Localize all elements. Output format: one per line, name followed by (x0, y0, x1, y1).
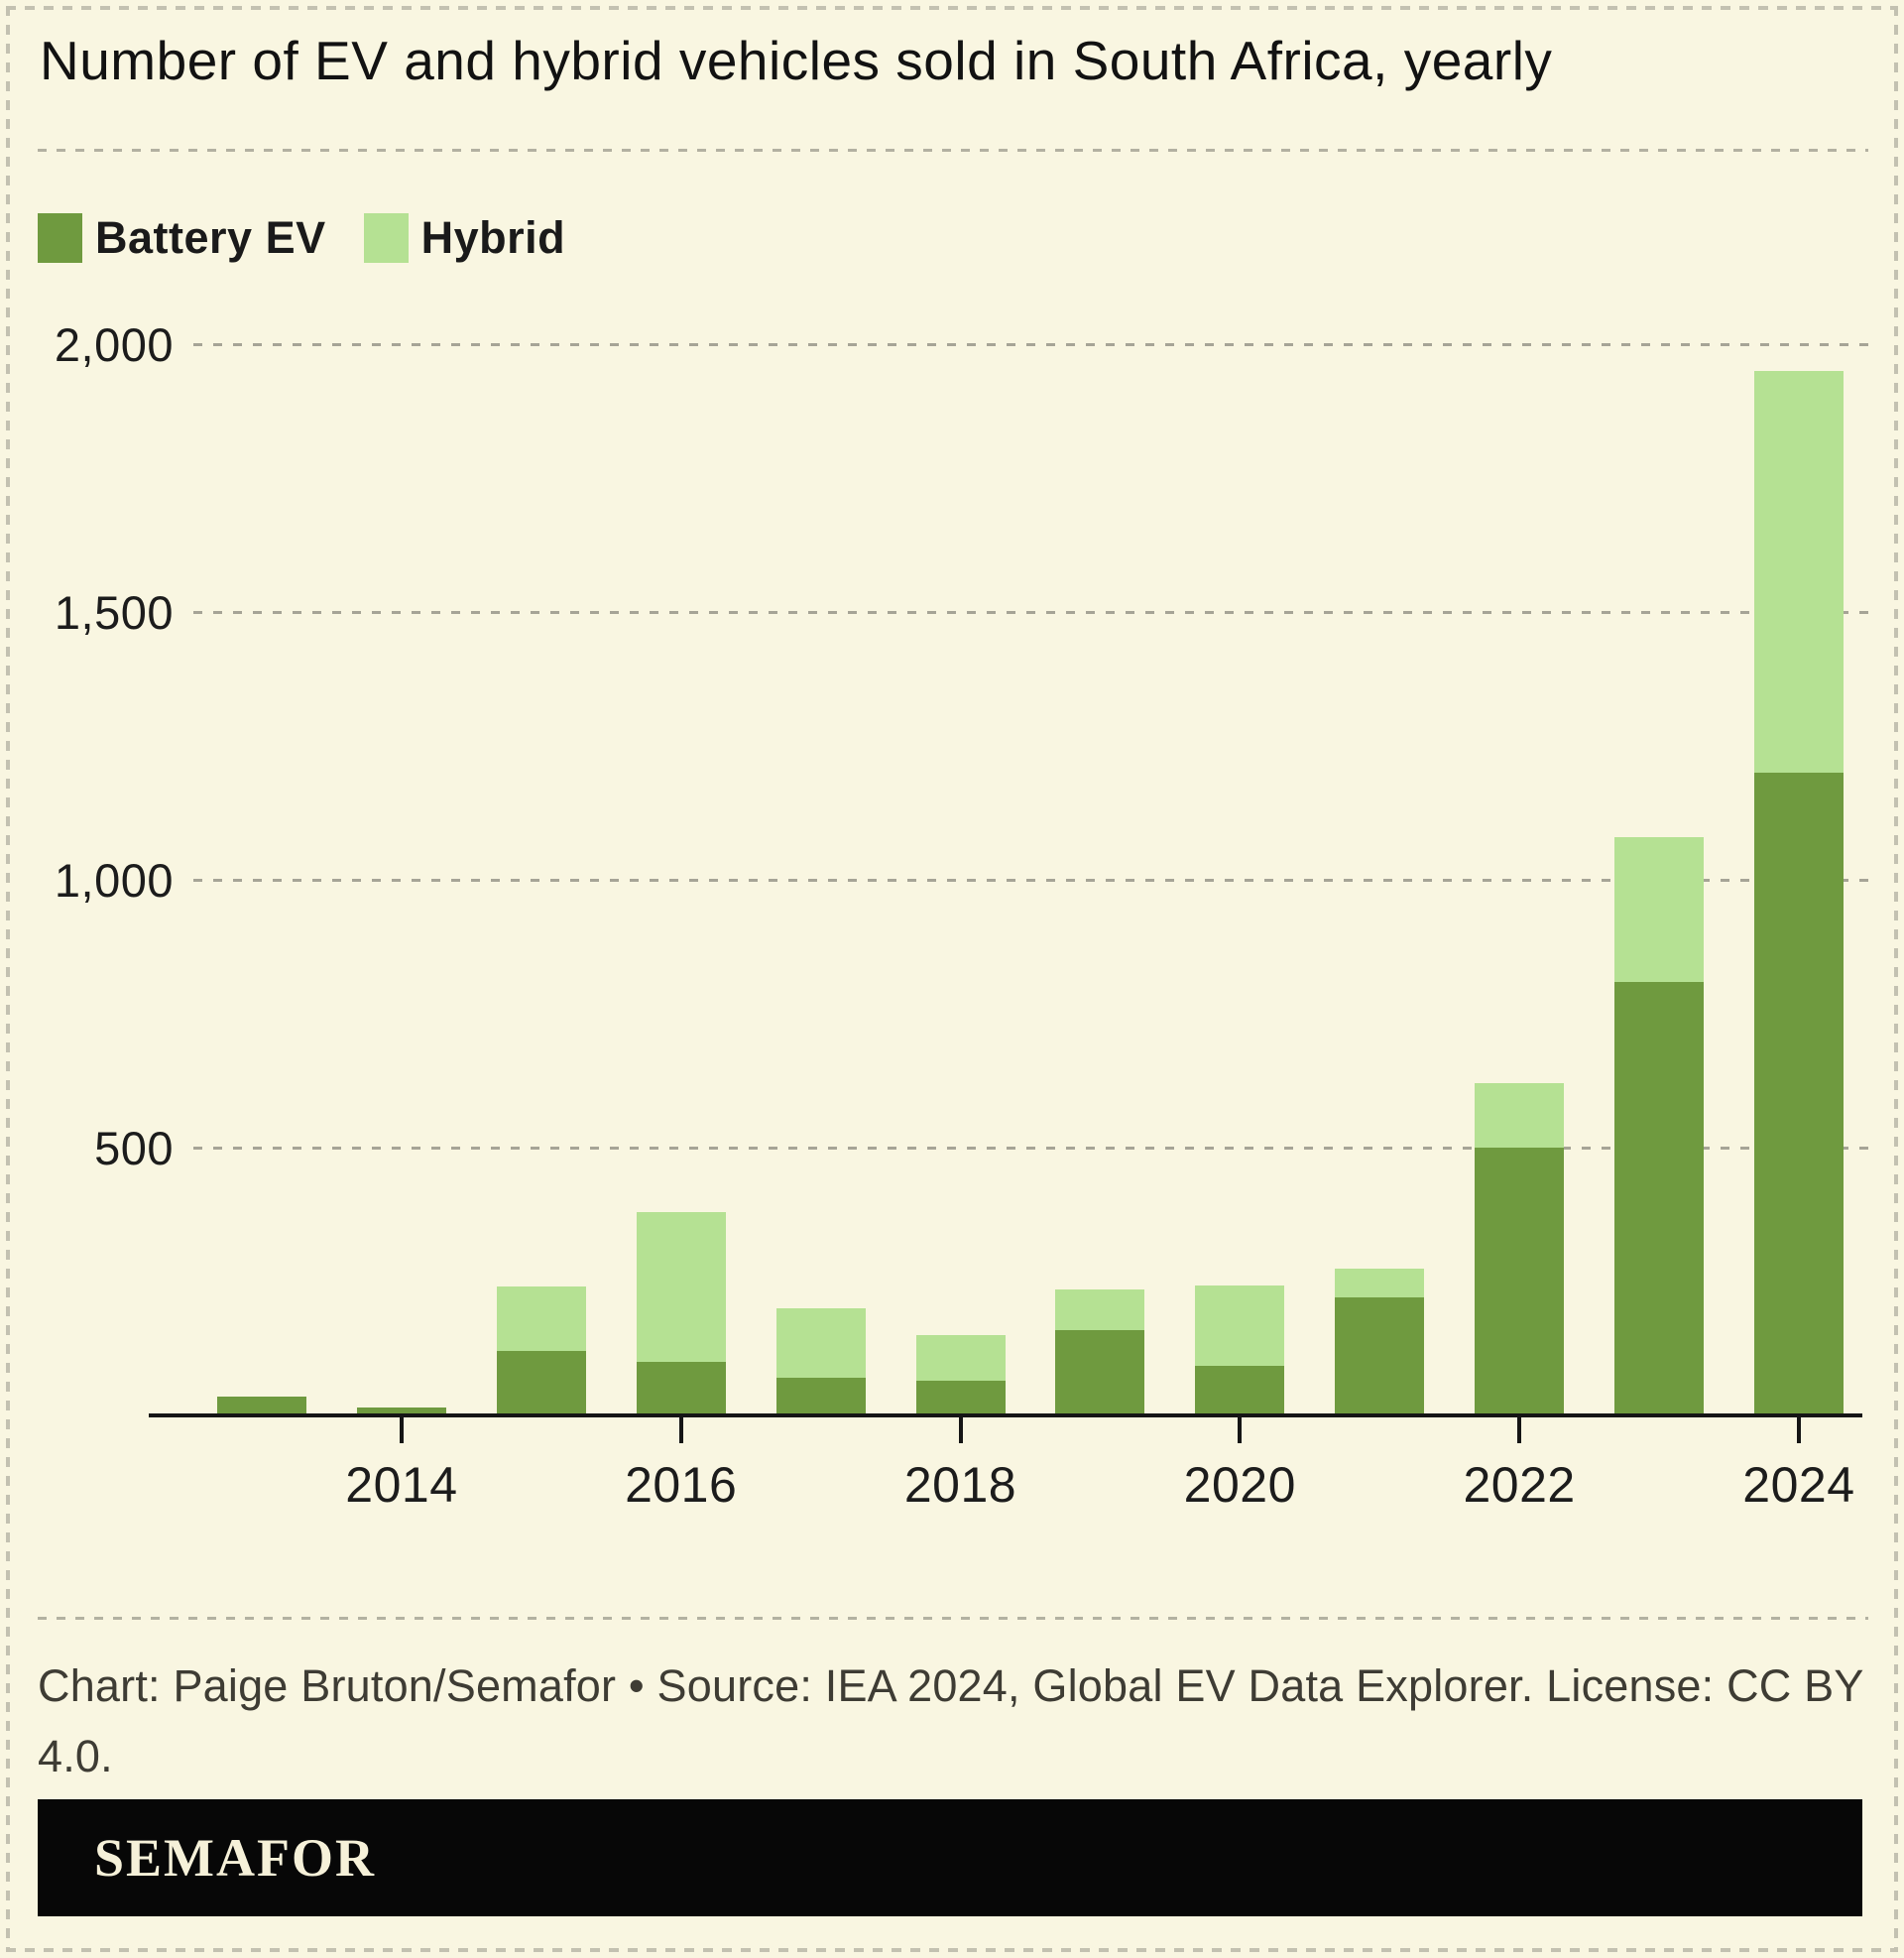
bar-2023-battery-ev (1614, 981, 1704, 1415)
legend-item-hybrid: Hybrid (363, 212, 566, 264)
bar-2020-battery-ev (1195, 1366, 1285, 1415)
footer-separator (38, 1617, 1868, 1620)
footer-credit: Chart: Paige Bruton/Semafor • Source: IE… (38, 1660, 1863, 1782)
border-bottom (6, 1948, 1898, 1952)
bar-2024-hybrid (1753, 371, 1844, 773)
x-tick-label-2020: 2020 (1183, 1457, 1296, 1513)
gridline-500 (193, 1147, 1879, 1150)
battery-ev-swatch (38, 213, 82, 263)
gridline-2000 (193, 343, 1879, 346)
bar-2018-hybrid (915, 1335, 1006, 1381)
gridline-1500 (193, 611, 1879, 614)
x-axis-line (149, 1413, 1862, 1417)
bar-2022-battery-ev (1475, 1148, 1565, 1415)
bar-2020-hybrid (1195, 1285, 1285, 1367)
gridline-1000 (193, 879, 1879, 882)
bar-2017-hybrid (775, 1308, 866, 1379)
legend-item-battery-ev: Battery EV (38, 212, 326, 264)
x-tick-label-2022: 2022 (1463, 1457, 1576, 1513)
y-tick-label-1000: 1,000 (54, 854, 174, 907)
bar-2021-battery-ev (1335, 1297, 1425, 1415)
x-tick-label-2014: 2014 (345, 1457, 458, 1513)
bar-2013-battery-ev (217, 1397, 306, 1415)
x-tick-2022 (1517, 1415, 1522, 1443)
x-tick-2016 (678, 1415, 683, 1443)
x-tick-2020 (1238, 1415, 1243, 1443)
x-tick-2018 (958, 1415, 963, 1443)
bar-2018-battery-ev (915, 1380, 1006, 1415)
chart-title: Number of EV and hybrid vehicles sold in… (40, 30, 1553, 91)
bar-2017-battery-ev (775, 1378, 866, 1415)
border-top (6, 6, 1898, 10)
bar-2016-hybrid (636, 1211, 726, 1362)
bar-2016-battery-ev (636, 1362, 726, 1415)
semafor-logo: SEMAFOR (94, 1828, 376, 1888)
x-tick-2014 (399, 1415, 404, 1443)
battery-ev-label: Battery EV (95, 212, 326, 263)
border-left (6, 6, 10, 1952)
bar-2024-battery-ev (1753, 773, 1844, 1415)
bar-2021-hybrid (1335, 1268, 1425, 1298)
x-tick-label-2016: 2016 (625, 1457, 738, 1513)
y-tick-label-1500: 1,500 (54, 586, 174, 639)
bar-2023-hybrid (1614, 836, 1704, 982)
y-tick-label-500: 500 (94, 1122, 174, 1174)
y-tick-label-2000: 2,000 (54, 318, 174, 371)
bar-2014-battery-ev (356, 1407, 446, 1415)
hybrid-swatch (363, 213, 409, 263)
border-right (1894, 6, 1898, 1952)
x-tick-label-2018: 2018 (903, 1457, 1017, 1513)
x-tick-label-2024: 2024 (1742, 1457, 1855, 1513)
bar-2019-battery-ev (1055, 1329, 1145, 1415)
bar-2019-hybrid (1055, 1289, 1145, 1330)
hybrid-label: Hybrid (420, 212, 566, 263)
bar-2022-hybrid (1475, 1083, 1565, 1148)
bar-2015-hybrid (496, 1286, 586, 1352)
legend: Battery EV Hybrid (38, 212, 603, 264)
bar-2015-battery-ev (496, 1351, 586, 1415)
x-tick-2024 (1796, 1415, 1801, 1443)
semafor-banner: SEMAFOR (38, 1799, 1862, 1916)
title-separator (38, 149, 1868, 152)
